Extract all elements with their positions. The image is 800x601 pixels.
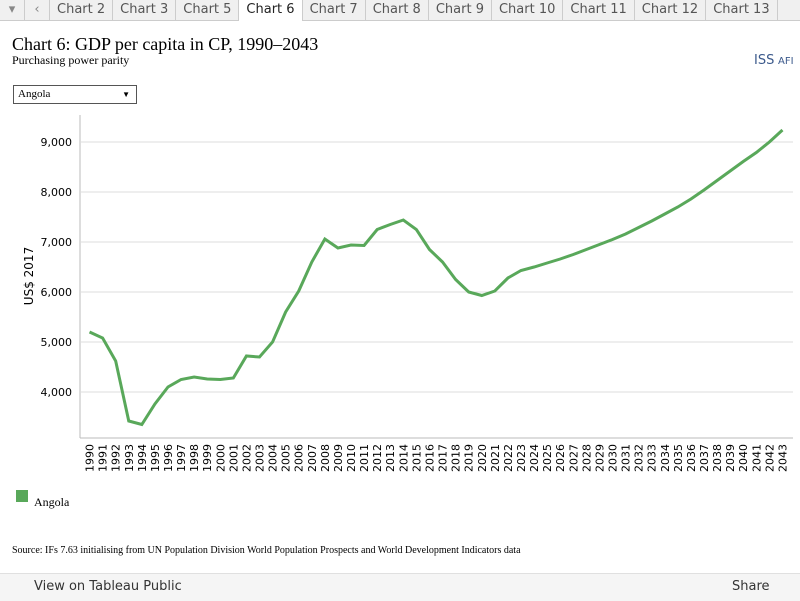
logo-text: ISS xyxy=(754,53,774,68)
x-tick-label: 2013 xyxy=(384,444,397,472)
y-tick-label: 8,000 xyxy=(41,186,73,199)
x-tick-label: 2042 xyxy=(763,444,776,472)
x-tick-label: 1999 xyxy=(201,444,214,472)
x-tick-label: 2030 xyxy=(607,444,620,472)
x-tick-label: 2011 xyxy=(358,444,371,472)
x-tick-label: 2019 xyxy=(463,444,476,472)
tab[interactable]: Chart 11 xyxy=(563,0,635,20)
x-tick-label: 2036 xyxy=(685,444,698,472)
x-tick-label: 1996 xyxy=(162,444,175,472)
x-tick-label: 2008 xyxy=(319,444,332,472)
x-tick-label: 1992 xyxy=(110,444,123,472)
x-tick-label: 2012 xyxy=(371,444,384,472)
menu-arrow[interactable]: ▾ xyxy=(0,0,25,20)
x-tick-label: 1994 xyxy=(136,444,149,472)
x-tick-label: 2017 xyxy=(437,444,450,472)
tab[interactable]: Chart 7 xyxy=(303,0,366,20)
tab[interactable]: Chart 10 xyxy=(492,0,564,20)
x-tick-label: 2003 xyxy=(254,444,267,472)
x-tick-label: 2007 xyxy=(306,444,319,472)
x-tick-label: 2009 xyxy=(332,444,345,472)
x-tick-label: 2002 xyxy=(240,444,253,472)
x-tick-label: 1998 xyxy=(188,444,201,472)
x-tick-label: 2029 xyxy=(593,444,606,472)
y-tick-label: 5,000 xyxy=(41,336,73,349)
x-tick-label: 2001 xyxy=(227,444,240,472)
x-tick-label: 2024 xyxy=(528,444,541,472)
x-tick-label: 2027 xyxy=(567,444,580,472)
x-tick-label: 2026 xyxy=(554,444,567,472)
x-tick-label: 2033 xyxy=(646,444,659,472)
tab[interactable]: Chart 9 xyxy=(429,0,492,20)
x-tick-label: 2022 xyxy=(502,444,515,472)
x-tick-label: 2006 xyxy=(293,444,306,472)
dropdown[interactable]: Angola xyxy=(13,85,137,104)
share-button[interactable]: Share xyxy=(732,579,770,594)
x-tick-label: 2035 xyxy=(672,444,685,472)
x-tick-label: 2041 xyxy=(750,444,763,472)
x-tick-label: 2025 xyxy=(541,444,554,472)
x-tick-label: 2021 xyxy=(489,444,502,472)
view-link[interactable]: View on Tableau Public xyxy=(34,579,182,594)
toolbar: View on Tableau Public Share xyxy=(0,573,800,601)
x-tick-label: 2005 xyxy=(280,444,293,472)
x-tick-label: 2039 xyxy=(724,444,737,472)
x-tick-label: 2043 xyxy=(776,444,789,472)
tab[interactable]: Chart 2 xyxy=(50,0,114,20)
source: Source: IFs 7.63 initialising from UN Po… xyxy=(12,545,521,556)
x-tick-label: 2004 xyxy=(267,444,280,472)
x-tick-label: 2014 xyxy=(397,444,410,472)
tab[interactable]: Chart 8 xyxy=(366,0,429,20)
x-tick-label: 2040 xyxy=(737,444,750,472)
tab[interactable]: Chart 12 xyxy=(635,0,707,20)
x-tick-label: 2032 xyxy=(633,444,646,472)
x-tick-label: 2037 xyxy=(698,444,711,472)
chart-title: Chart 6: GDP per capita in CP, 1990–2043 xyxy=(12,34,318,54)
tab[interactable]: Chart 6 xyxy=(239,0,303,21)
x-tick-label: 1997 xyxy=(175,444,188,472)
x-tick-label: 2010 xyxy=(345,444,358,472)
y-tick-label: 9,000 xyxy=(41,136,73,149)
chart: Chart 6: GDP per capita in CP, 1990–2043… xyxy=(12,34,794,556)
chart-subtitle: Purchasing power parity xyxy=(12,53,129,67)
x-tick-label: 2000 xyxy=(214,444,227,472)
x-tick-label: 2028 xyxy=(580,444,593,472)
y-tick-label: 4,000 xyxy=(41,386,73,399)
legend-swatch xyxy=(16,490,28,502)
y-tick-label: 7,000 xyxy=(41,236,73,249)
tab[interactable]: Chart 13 xyxy=(706,0,778,20)
x-tick-label: 2031 xyxy=(620,444,633,472)
x-tick-label: 1995 xyxy=(149,444,162,472)
x-tick-label: 1990 xyxy=(84,444,97,472)
legend-label: Angola xyxy=(34,495,70,509)
prev-arrow[interactable]: ‹ xyxy=(25,0,50,20)
data-line xyxy=(88,128,784,427)
x-tick-label: 2015 xyxy=(410,444,423,472)
y-tick-label: 6,000 xyxy=(41,286,73,299)
x-tick-label: 2023 xyxy=(515,444,528,472)
x-tick-label: 2016 xyxy=(423,444,436,472)
logo-sub: AFI xyxy=(778,56,794,67)
x-tick-label: 2038 xyxy=(711,444,724,472)
tab[interactable]: Chart 3 xyxy=(113,0,177,20)
tab[interactable]: Chart 5 xyxy=(176,0,240,20)
x-tick-label: 2018 xyxy=(450,444,463,472)
x-tick-label: 1991 xyxy=(97,444,110,472)
x-tick-label: 1993 xyxy=(123,444,136,472)
x-tick-label: 2020 xyxy=(476,444,489,472)
x-tick-label: 2034 xyxy=(659,444,672,472)
y-axis-label: US$ 2017 xyxy=(22,247,36,305)
